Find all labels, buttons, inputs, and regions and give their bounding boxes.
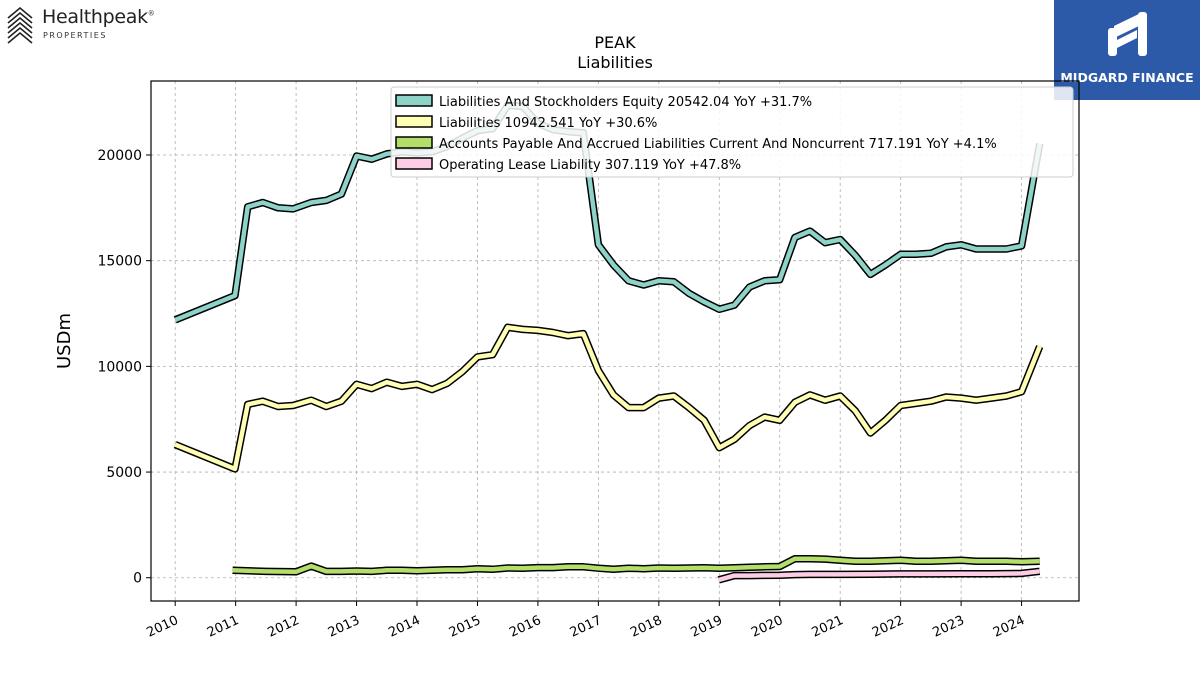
- x-tick-label: 2022: [870, 613, 906, 641]
- healthpeak-logo: [7, 6, 33, 44]
- chart-title: PEAK: [594, 33, 636, 52]
- x-tick-label: 2023: [930, 613, 966, 641]
- x-tick-label: 2016: [507, 613, 543, 641]
- legend-swatch: [395, 115, 433, 128]
- x-tick-label: 2019: [689, 613, 725, 641]
- y-tick-label: 10000: [97, 359, 142, 375]
- midgard-finance-badge: MIDGARD FINANCE: [1054, 0, 1200, 100]
- series-line: [232, 556, 1040, 575]
- legend-label: Liabilities And Stockholders Equity 2054…: [439, 95, 812, 110]
- x-tick-label: 2017: [568, 613, 604, 641]
- x-tick-label: 2021: [810, 613, 846, 641]
- legend-label: Operating Lease Liability 307.119 YoY +4…: [439, 158, 741, 173]
- x-tick-label: 2014: [386, 613, 422, 641]
- series-line: [174, 103, 1042, 322]
- x-tick-label: 2012: [265, 613, 301, 641]
- legend: Liabilities And Stockholders Equity 2054…: [390, 86, 1074, 178]
- x-tick-label: 2015: [447, 613, 483, 641]
- legend-swatch: [395, 157, 433, 170]
- y-tick-label: 0: [133, 571, 142, 587]
- series-line: [718, 569, 1040, 583]
- y-tick-label: 15000: [97, 254, 142, 270]
- plot-frame: [150, 80, 1080, 602]
- brand-name: Healthpeak®: [42, 6, 155, 28]
- series-layer: [173, 101, 1044, 584]
- x-tick-label: 2011: [205, 613, 241, 641]
- y-axis-label: USDm: [54, 313, 75, 369]
- legend-swatch: [395, 94, 433, 107]
- midgard-logo-icon: [1108, 12, 1147, 56]
- legend-label: Accounts Payable And Accrued Liabilities…: [439, 137, 997, 152]
- x-tick-label: 2018: [628, 613, 664, 641]
- brand-subtitle: PROPERTIES: [43, 31, 107, 40]
- y-tick-label: 5000: [106, 465, 142, 481]
- house-stack-icon: [7, 6, 33, 44]
- badge-text: MIDGARD FINANCE: [1060, 70, 1194, 85]
- x-tick-label: 2024: [991, 613, 1027, 641]
- x-tick-label: 2020: [749, 613, 785, 641]
- y-tick-label: 20000: [97, 148, 142, 164]
- x-tick-label: 2013: [326, 613, 362, 641]
- legend-box: [390, 86, 1074, 178]
- legend-label: Liabilities 10942.541 YoY +30.6%: [439, 116, 657, 131]
- chart-subtitle: Liabilities: [577, 53, 653, 72]
- legend-swatch: [395, 136, 433, 149]
- x-tick-label: 2010: [145, 613, 181, 641]
- series-line: [174, 325, 1042, 472]
- registered-mark: ®: [147, 9, 155, 18]
- series-line-outline: [173, 323, 1044, 473]
